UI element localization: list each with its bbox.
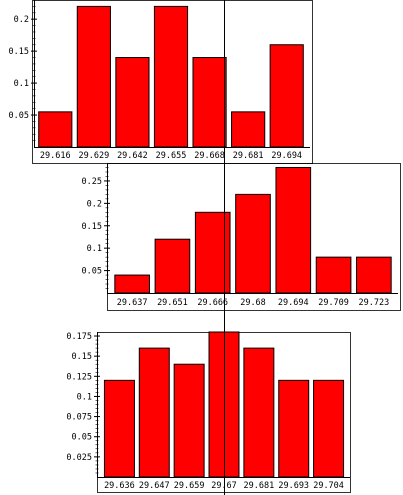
x-tick-label: 29.655 [156,151,187,161]
histogram-1: 0.05 0.1 0.15 0.2 29.616 29.629 29.642 29.655 29… [9,0,313,164]
y-tick-label: 0.1 [87,244,102,254]
bar [103,379,135,478]
x-tick-label: 29.642 [117,151,148,161]
bar [269,44,304,148]
histogram-3: 0.025 0.05 0.075 0.1 0.125 0.15 0.175 29.636 29.… [66,331,351,493]
x-tick-label: 29.616 [40,151,71,161]
bar [315,256,352,294]
y-tick-label: 0.05 [82,267,102,277]
bar [356,256,392,294]
bar [154,238,191,294]
y-tick-label: 0.2 [87,199,102,209]
bar [76,5,111,148]
x-tick-label: 29.694 [271,151,302,161]
y-tick-label: 0.075 [66,413,92,423]
y-tick-label: 0.2 [14,15,29,25]
x-tick-label: 29.629 [78,151,109,161]
bar [243,347,275,478]
x-tick-label: 29.723 [358,298,389,308]
x-tick-label: 29.636 [104,481,135,491]
x-tick-label: 29.659 [174,481,205,491]
x-tick-label: 29.694 [278,298,309,308]
bar [153,5,189,148]
bar [313,379,345,478]
bar [192,57,227,148]
bar [235,193,271,294]
x-tick-label: 29.651 [157,298,188,308]
y-tick-label: 0.1 [77,392,92,402]
bar [231,111,266,148]
x-tick-label: 29.668 [194,151,225,161]
y-tick-label: 0.025 [66,453,92,463]
y-tick-label: 0.05 [9,111,29,121]
histogram-2: 0.05 0.1 0.15 0.2 0.25 29.637 29.651 29.666 29.6… [82,163,401,311]
bar [275,166,312,294]
y-tick-label: 0.15 [9,47,29,57]
x-tick-label: 29.709 [318,298,349,308]
bar [173,363,205,478]
bar [38,111,73,148]
y-tick-label: 0.1 [14,79,29,89]
x-tick-label: 29.681 [233,151,264,161]
x-tick-label: 29.637 [117,298,148,308]
y-tick-label: 0.25 [82,177,102,187]
bar [114,274,150,294]
x-tick-label: 29.666 [197,298,228,308]
x-tick-label: 29.681 [243,481,274,491]
x-tick-label: 29.68 [240,298,266,308]
y-tick-label: 0.15 [72,352,92,362]
y-tick-label: 0.175 [66,332,92,342]
x-tick-label: 29.704 [313,481,344,491]
y-tick-label: 0.05 [72,433,92,443]
x-tick-label: 29.693 [278,481,309,491]
y-tick-label: 0.15 [82,222,102,232]
bar [138,347,170,478]
bar [115,57,150,148]
y-tick-label: 0.125 [66,372,92,382]
bar [278,379,310,478]
x-tick-label: 29.647 [139,481,170,491]
